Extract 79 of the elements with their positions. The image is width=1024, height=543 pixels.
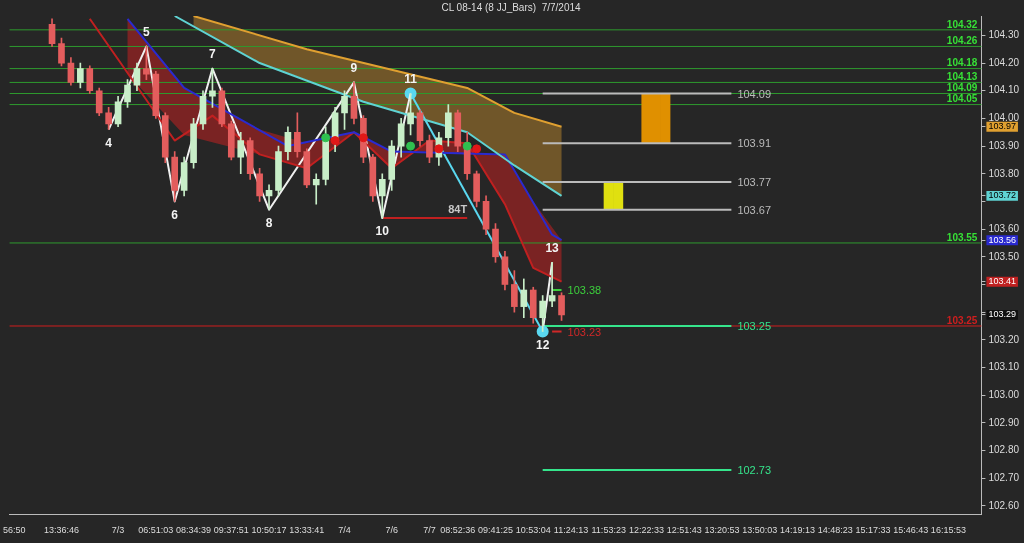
- ref-line-label: 103.25: [946, 314, 978, 326]
- data-label: 103.67: [737, 203, 772, 216]
- x-tick-label: 09:41:25: [477, 525, 514, 536]
- x-tick-label: 14:19:13: [779, 525, 815, 536]
- annotation: 5: [143, 24, 151, 39]
- y-tick-label: 104.00: [988, 112, 1020, 124]
- x-tick-label: 56:50: [3, 525, 26, 536]
- x-tick-label: 10:53:04: [515, 525, 551, 536]
- y-tick-label: 102.80: [988, 444, 1020, 456]
- y-tick-label: 103.00: [988, 388, 1020, 400]
- y-tick-label: 103.56: [988, 234, 1016, 245]
- point: [358, 133, 368, 143]
- y-tick-label: 103.29: [988, 309, 1016, 320]
- x-tick-label: 12:51:43: [666, 525, 702, 536]
- x-tick-label: 15:17:33: [855, 525, 891, 536]
- point: [462, 141, 472, 151]
- y-tick-label: 103.41: [988, 276, 1016, 287]
- annotation: 9: [350, 60, 358, 75]
- annotation: 10: [375, 224, 390, 239]
- x-tick-label: 11:53:23: [591, 525, 626, 536]
- y-tick-label: 102.70: [988, 471, 1020, 483]
- ref-line-label: 104.26: [946, 35, 978, 47]
- x-tick-label: 13:50:03: [742, 525, 778, 536]
- y-tick-label: 104.30: [988, 29, 1020, 41]
- x-tick-label: 15:46:43: [893, 525, 929, 536]
- annotation: 12: [535, 337, 550, 352]
- y-tick-label: 102.90: [988, 416, 1020, 428]
- x-tick-label: 10:50:17: [251, 525, 287, 536]
- x-tick-label: 7/6: [385, 525, 398, 536]
- x-tick-label: 13:20:53: [704, 525, 740, 536]
- data-label: 102.73: [737, 463, 772, 476]
- data-label: 103.77: [737, 176, 772, 189]
- y-tick-label: 103.72: [988, 190, 1016, 201]
- annotation: 84T: [448, 202, 468, 215]
- x-tick-label: 08:52:36: [440, 525, 476, 536]
- annotation: 13: [545, 240, 560, 255]
- ref-line-label: 104.13: [946, 71, 978, 83]
- ref-line-label: 104.05: [946, 93, 978, 105]
- annotation: 6: [171, 207, 179, 222]
- x-tick-label: 09:37:51: [213, 525, 249, 536]
- y-tick-label: 103.20: [988, 333, 1020, 345]
- annotation: 4: [105, 135, 113, 150]
- annotation: 8: [265, 216, 273, 231]
- point: [330, 136, 340, 146]
- x-tick-label: 14:48:23: [817, 525, 853, 536]
- y-tick-label: 102.60: [988, 499, 1020, 511]
- ref-line-label: 103.55: [946, 231, 978, 243]
- y-tick-label: 103.50: [988, 250, 1020, 262]
- x-tick-label: 7/3: [111, 525, 125, 536]
- ref-line-label: 104.09: [946, 82, 978, 94]
- chart-title: CL 08-14 (8 JJ_Bars) 7/7/2014: [441, 1, 582, 13]
- data-label: 103.25: [737, 320, 772, 333]
- ref-line-label: 104.32: [946, 18, 978, 30]
- x-tick-label: 13:36:46: [43, 525, 79, 536]
- y-tick-label: 103.90: [988, 139, 1020, 151]
- x-tick-label: 12:22:33: [628, 525, 664, 536]
- y-tick-label: 104.10: [988, 84, 1020, 96]
- x-tick-label: 16:15:53: [930, 525, 966, 536]
- x-tick-label: 13:33:41: [289, 525, 325, 536]
- x-tick-label: 06:51:03: [138, 525, 174, 536]
- x-tick-label: 11:24:13: [553, 525, 589, 536]
- point: [434, 144, 444, 154]
- data-label: 103.91: [737, 137, 772, 150]
- annotation: 7: [209, 46, 217, 61]
- y-tick-label: 103.80: [988, 167, 1020, 179]
- ref-line-label: 104.18: [946, 57, 978, 69]
- x-tick-label: 7/7: [423, 525, 436, 536]
- data-label: 103.23: [567, 325, 602, 338]
- x-tick-label: 08:34:39: [176, 525, 212, 536]
- y-tick-label: 103.60: [988, 222, 1020, 234]
- annotation: 11: [404, 71, 418, 86]
- x-tick-label: 7/4: [338, 525, 351, 536]
- y-tick-label: 103.10: [988, 361, 1020, 373]
- y-tick-label: 103.97: [988, 121, 1016, 132]
- point: [472, 144, 482, 154]
- data-label: 103.38: [567, 284, 602, 297]
- point: [406, 141, 416, 151]
- y-tick-label: 104.20: [988, 56, 1020, 68]
- point: [321, 133, 331, 143]
